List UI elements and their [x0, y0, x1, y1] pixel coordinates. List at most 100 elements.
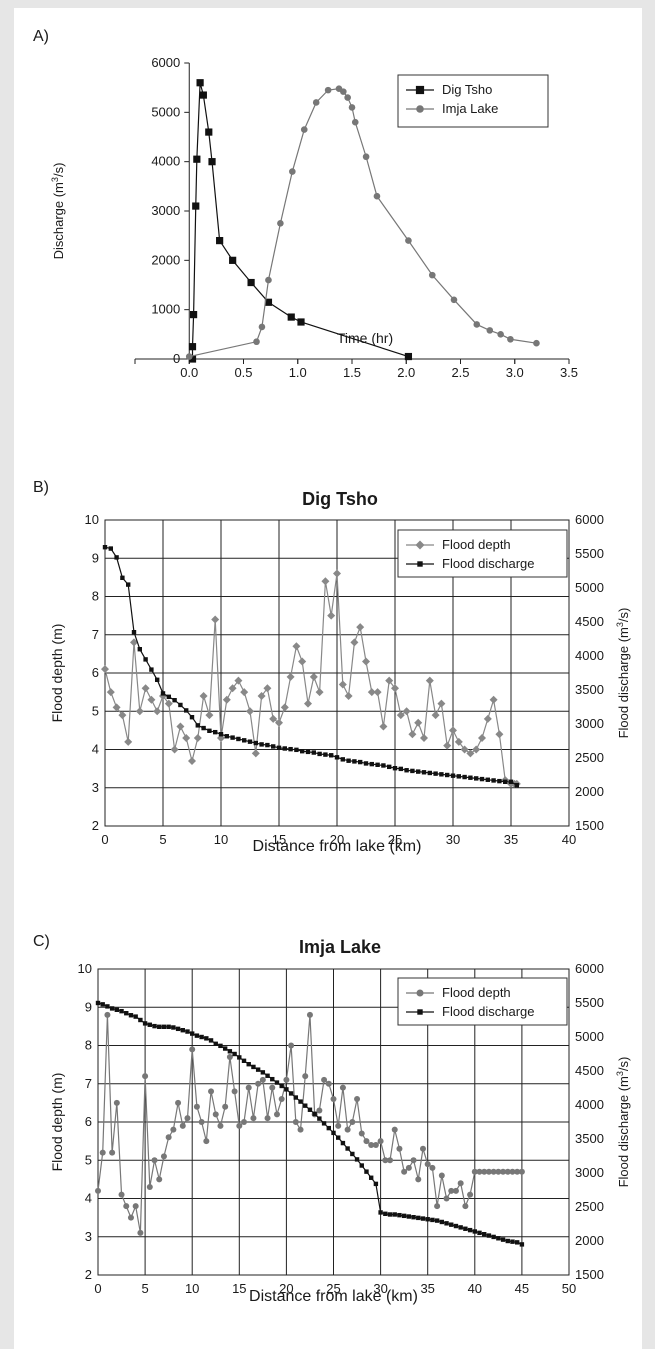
data-point — [263, 684, 272, 693]
legend-label: Imja Lake — [442, 101, 498, 116]
data-point — [490, 1168, 497, 1175]
data-point — [344, 94, 351, 101]
data-point — [354, 1157, 360, 1162]
data-point — [397, 1212, 402, 1218]
data-point — [483, 714, 492, 723]
data-point — [474, 776, 479, 781]
x-tick-label: 20 — [330, 832, 344, 847]
data-point — [273, 1111, 280, 1118]
y2-tick-label: 5500 — [575, 995, 604, 1010]
data-point — [510, 1239, 515, 1244]
x-tick-label: 0 — [94, 1281, 101, 1296]
data-point — [284, 1087, 289, 1092]
plot-frame — [97, 968, 570, 1276]
y-tick-label: 6 — [85, 1114, 92, 1129]
data-point — [356, 623, 365, 632]
data-point — [288, 1042, 295, 1049]
data-point — [228, 684, 237, 693]
data-point — [460, 745, 469, 754]
data-point — [105, 1004, 110, 1009]
series-line — [191, 82, 409, 359]
data-point — [276, 745, 282, 750]
data-point — [188, 756, 196, 765]
data-point — [303, 1103, 308, 1108]
y-tick-label: 5 — [92, 703, 99, 718]
data-point — [269, 714, 278, 723]
data-point — [126, 582, 131, 587]
data-point — [234, 676, 243, 685]
data-point — [142, 1021, 148, 1026]
data-point — [207, 728, 212, 733]
data-point — [472, 745, 481, 754]
data-point — [401, 1168, 408, 1175]
data-point — [336, 1135, 341, 1140]
data-point — [387, 1212, 393, 1217]
data-point — [264, 1115, 271, 1122]
data-point — [120, 575, 125, 580]
data-point — [458, 1225, 463, 1230]
y-tick-label: 9 — [85, 999, 92, 1014]
data-point — [385, 676, 394, 685]
data-point — [485, 1168, 492, 1175]
data-point — [344, 1126, 351, 1133]
legend-swatch-marker — [415, 85, 425, 95]
y-tick-label: 10 — [78, 961, 92, 976]
data-point — [161, 1024, 167, 1029]
data-point — [306, 1011, 313, 1018]
data-point — [218, 1043, 223, 1049]
data-point — [130, 638, 138, 647]
data-point — [349, 1119, 356, 1125]
data-point — [292, 642, 301, 651]
data-point — [369, 761, 374, 767]
data-point — [351, 118, 359, 126]
x-tick-label: 40 — [562, 832, 576, 847]
data-point — [205, 711, 214, 720]
data-point — [481, 1168, 488, 1175]
x-tick-label: 50 — [562, 1281, 576, 1296]
data-point — [391, 1126, 398, 1133]
data-point — [265, 742, 270, 748]
data-point — [222, 695, 231, 704]
data-point — [324, 86, 332, 94]
data-point — [217, 1122, 224, 1129]
data-point — [241, 1058, 247, 1063]
data-point — [307, 1107, 313, 1112]
data-point — [368, 1175, 374, 1180]
data-point — [491, 1234, 496, 1240]
data-point — [491, 778, 496, 783]
data-point — [411, 1215, 416, 1220]
data-point — [392, 1212, 397, 1217]
data-point — [165, 1134, 172, 1141]
data-point — [312, 1111, 317, 1117]
data-point — [383, 1211, 388, 1216]
data-point — [312, 99, 320, 106]
y2-tick-label: 5000 — [575, 580, 604, 595]
data-point — [132, 1203, 139, 1210]
data-point — [509, 1168, 516, 1175]
data-point — [507, 335, 514, 343]
y-tick-label: 10 — [85, 512, 99, 527]
data-point — [123, 1203, 130, 1210]
y2-tick-label: 5000 — [575, 1029, 604, 1044]
data-point — [367, 688, 376, 697]
data-point — [415, 1176, 422, 1183]
y2-axis-label: Flood discharge (m3/s) — [615, 1057, 631, 1188]
data-point — [456, 774, 461, 779]
data-point — [462, 1203, 469, 1210]
y2-tick-label: 1500 — [575, 818, 604, 833]
data-point — [194, 1033, 200, 1038]
data-point — [387, 764, 392, 770]
data-point — [208, 1038, 214, 1043]
data-point — [476, 1168, 483, 1175]
data-point — [166, 694, 171, 699]
y2-tick-label: 6000 — [575, 512, 604, 527]
data-point — [226, 1053, 233, 1060]
data-point — [378, 1210, 383, 1215]
data-point — [294, 747, 299, 753]
y2-tick-label: 6000 — [575, 961, 604, 976]
data-point — [362, 657, 370, 666]
data-point — [172, 698, 177, 703]
y-tick-label: 7 — [85, 1076, 92, 1091]
data-point — [335, 1122, 342, 1129]
data-point — [109, 1006, 115, 1011]
